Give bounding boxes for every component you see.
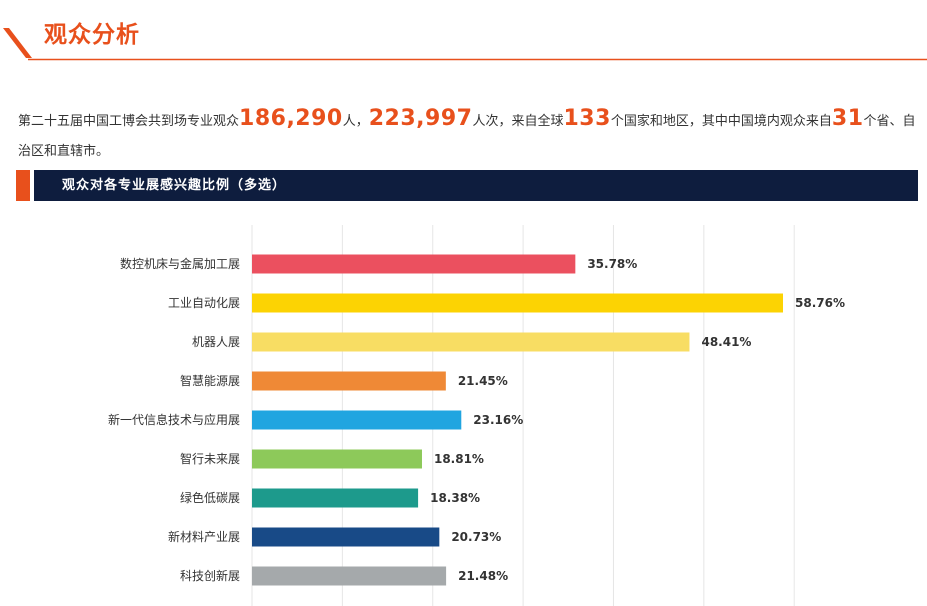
bar	[252, 527, 440, 547]
bar	[252, 371, 446, 391]
section-title: 观众对各专业展感兴趣比例（多选）	[62, 178, 287, 193]
summary-text-5: 个省、自治区和直辖市。	[18, 114, 916, 159]
summary-text-1: 第二十五届中国工博会共到场专业观众	[18, 114, 240, 129]
header-decoration	[3, 28, 927, 61]
summary-paragraph: 第二十五届中国工博会共到场专业观众186,290人，223,997人次，来自全球…	[18, 104, 918, 167]
bar	[252, 566, 447, 586]
visitors-count: 186,290	[239, 106, 343, 131]
section-accent-block	[16, 170, 30, 201]
summary-text-2: 人，	[342, 114, 369, 129]
visits-count: 223,997	[368, 106, 473, 131]
category-label: 机器人展	[192, 335, 240, 349]
category-label: 智慧能源展	[180, 373, 240, 388]
category-label: 数控机床与金属加工展	[120, 256, 240, 271]
category-label: 新材料产业展	[168, 529, 240, 544]
summary-text-4: 个国家和地区，其中中国境内观众来自	[610, 114, 832, 129]
category-label: 绿色低碳展	[180, 490, 240, 505]
bar	[252, 254, 576, 274]
value-label: 18.38%	[430, 491, 480, 505]
category-label: 智行未来展	[180, 451, 240, 466]
category-label: 新一代信息技术与应用展	[108, 412, 240, 427]
summary-text-3: 人次，来自全球	[472, 114, 564, 129]
provinces-count: 31	[831, 106, 864, 131]
value-label: 21.48%	[458, 569, 508, 583]
category-label: 工业自动化展	[168, 296, 240, 310]
bar	[252, 332, 690, 352]
value-label: 18.81%	[434, 452, 484, 466]
section-header: 观众分析	[0, 0, 927, 62]
value-label: 21.45%	[458, 374, 508, 388]
bar	[252, 293, 783, 313]
countries-count: 133	[563, 106, 611, 131]
bar	[252, 449, 422, 469]
page-title: 观众分析	[44, 22, 140, 48]
category-label: 科技创新展	[180, 568, 240, 583]
value-label: 23.16%	[473, 413, 523, 427]
value-label: 48.41%	[701, 335, 751, 349]
bar	[252, 488, 419, 508]
value-label: 35.78%	[587, 257, 637, 271]
value-label: 20.73%	[451, 530, 501, 544]
bar	[252, 410, 462, 430]
section-title-bar	[34, 170, 918, 201]
value-label: 58.76%	[795, 296, 845, 310]
bar-chart: 数控机床与金属加工展 35.78% 工业自动化展 58.76% 机器人展 48.41% 智慧…	[108, 225, 845, 606]
